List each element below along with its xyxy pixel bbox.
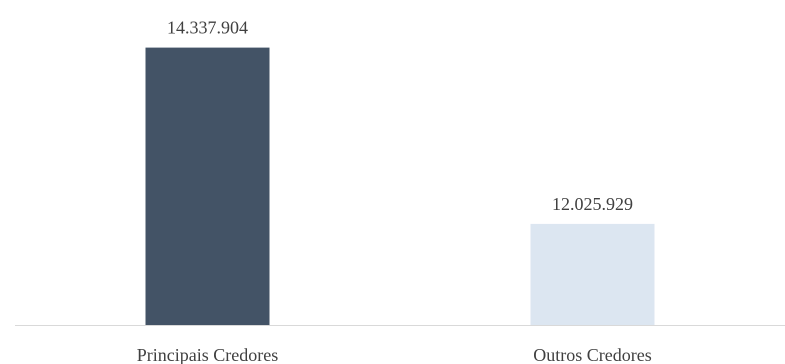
category-labels-group: Principais Credores Outros Credores <box>137 345 652 364</box>
bars-group <box>145 47 655 325</box>
value-label-1: 12.025.929 <box>552 194 633 214</box>
category-label-1: Outros Credores <box>533 345 651 364</box>
value-labels-group: 14.337.904 12.025.929 <box>167 18 633 214</box>
bar-1 <box>530 223 655 325</box>
value-label-0: 14.337.904 <box>167 18 248 38</box>
bar-0 <box>145 47 270 325</box>
category-label-0: Principais Credores <box>137 345 278 364</box>
